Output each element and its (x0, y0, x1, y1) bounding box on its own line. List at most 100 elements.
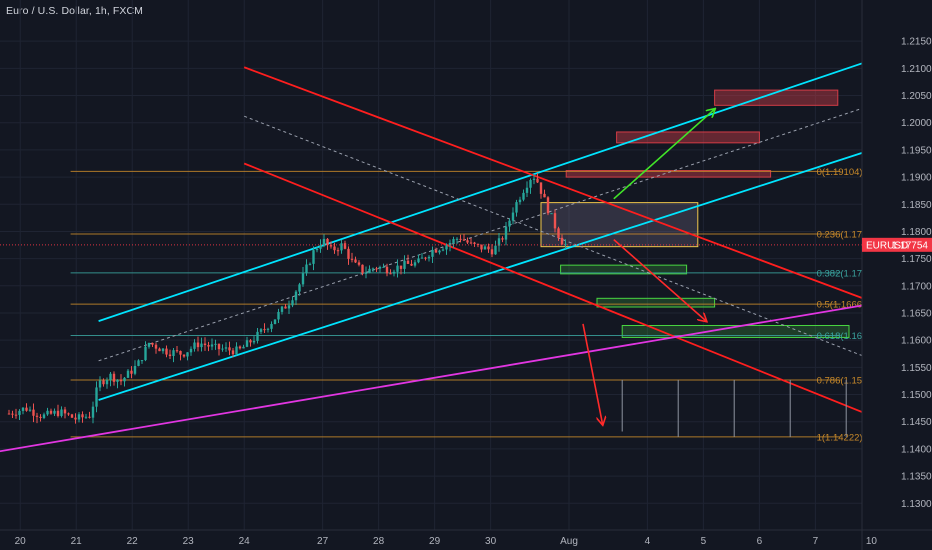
candle-body (557, 228, 560, 238)
y-tick-label: 1.20000 (901, 118, 932, 129)
candles-layer (7, 173, 567, 424)
candle-body (137, 360, 140, 366)
y-tick-label: 1.14500 (901, 417, 932, 428)
candle-body (560, 237, 564, 245)
x-tick-label: 7 (813, 536, 819, 547)
candle-body (203, 343, 207, 346)
candle-body (35, 415, 39, 417)
candle-body (445, 245, 448, 250)
candle-body (476, 243, 480, 245)
candle-body (144, 346, 147, 361)
candle-body (88, 416, 91, 418)
x-tick-label: 27 (317, 536, 329, 547)
downtrend-upper-trendline (243, 66, 867, 301)
y-tick-label: 1.18500 (901, 200, 932, 211)
x-tick-label: 22 (127, 536, 139, 547)
candle-body (196, 342, 200, 348)
candle-body (21, 407, 25, 411)
candle-body (284, 306, 287, 309)
candle-body (462, 239, 466, 241)
y-tick-label: 1.19500 (901, 145, 932, 156)
candle-body (67, 413, 70, 415)
candle-body (487, 246, 490, 250)
candle-body (39, 416, 42, 418)
candle-body (301, 273, 305, 285)
fib-level-label: 0(1.19104) (817, 167, 863, 178)
x-tick-label: 23 (183, 536, 195, 547)
candle-body (424, 257, 427, 259)
y-tick-label: 1.17500 (901, 254, 932, 265)
candle-body (154, 344, 158, 349)
price-tag-bg (862, 237, 932, 252)
candle-body (553, 213, 557, 229)
candle-body (536, 178, 539, 183)
candle-body (175, 350, 179, 352)
candle-body (231, 350, 235, 355)
candle-body (28, 409, 32, 411)
resistance-zone (714, 89, 839, 106)
support-zone (560, 264, 688, 275)
candle-body (459, 238, 462, 240)
candle-body (375, 268, 378, 270)
x-tick-label: 6 (757, 536, 763, 547)
x-tick-label: 29 (429, 536, 441, 547)
candle-body (14, 414, 18, 416)
candle-body (508, 220, 511, 227)
candle-body (53, 410, 56, 414)
candle-body (210, 344, 214, 347)
candle-body (252, 340, 256, 343)
candle-body (200, 343, 203, 348)
candle-body (312, 250, 315, 264)
channel-upper-trendline (98, 59, 872, 322)
x-tick-label: 20 (15, 536, 27, 547)
candle-body (343, 243, 347, 249)
candle-body (116, 379, 119, 382)
candle-body (179, 350, 182, 355)
x-tick-label: Aug (560, 536, 578, 547)
candle-body (119, 379, 123, 382)
fib-level-label: 0.382(1.17239) (817, 268, 881, 279)
resistance-zone (565, 170, 772, 178)
x-tick-label: 28 (373, 536, 385, 547)
candle-body (77, 414, 81, 420)
red-arrow (582, 323, 603, 425)
candle-body (105, 380, 109, 385)
candle-body (333, 246, 336, 251)
annotations-layer (0, 109, 862, 437)
y-tick-label: 1.14000 (901, 444, 932, 455)
candle-body (245, 340, 249, 347)
candle-body (294, 291, 298, 301)
candle-body (126, 370, 130, 378)
candle-body (60, 409, 63, 416)
channel-mid-trendline (98, 104, 872, 362)
candle-body (368, 268, 371, 273)
candle-body (389, 273, 392, 275)
y-tick-label: 1.15500 (901, 363, 932, 374)
x-tick-label: 4 (645, 536, 651, 547)
candle-body (396, 265, 399, 272)
candle-body (270, 323, 273, 329)
candle-body (186, 352, 189, 357)
candle-body (431, 249, 434, 257)
candle-body (140, 360, 144, 362)
candle-body (378, 266, 382, 269)
candle-body (308, 263, 312, 265)
candle-body (399, 265, 403, 269)
candle-body (266, 328, 270, 330)
candle-body (259, 329, 263, 332)
candle-body (350, 258, 354, 260)
trendlines-layer (0, 59, 872, 453)
candle-body (336, 250, 340, 252)
price-tag-value: 1.17754 (892, 240, 929, 251)
candle-body (109, 373, 112, 381)
candle-body (161, 348, 165, 352)
candle-body (91, 406, 95, 418)
candle-body (242, 346, 245, 349)
candle-body (273, 319, 277, 324)
candle-body (455, 238, 459, 240)
y-tick-label: 1.17000 (901, 281, 932, 292)
y-tick-label: 1.20500 (901, 91, 932, 102)
